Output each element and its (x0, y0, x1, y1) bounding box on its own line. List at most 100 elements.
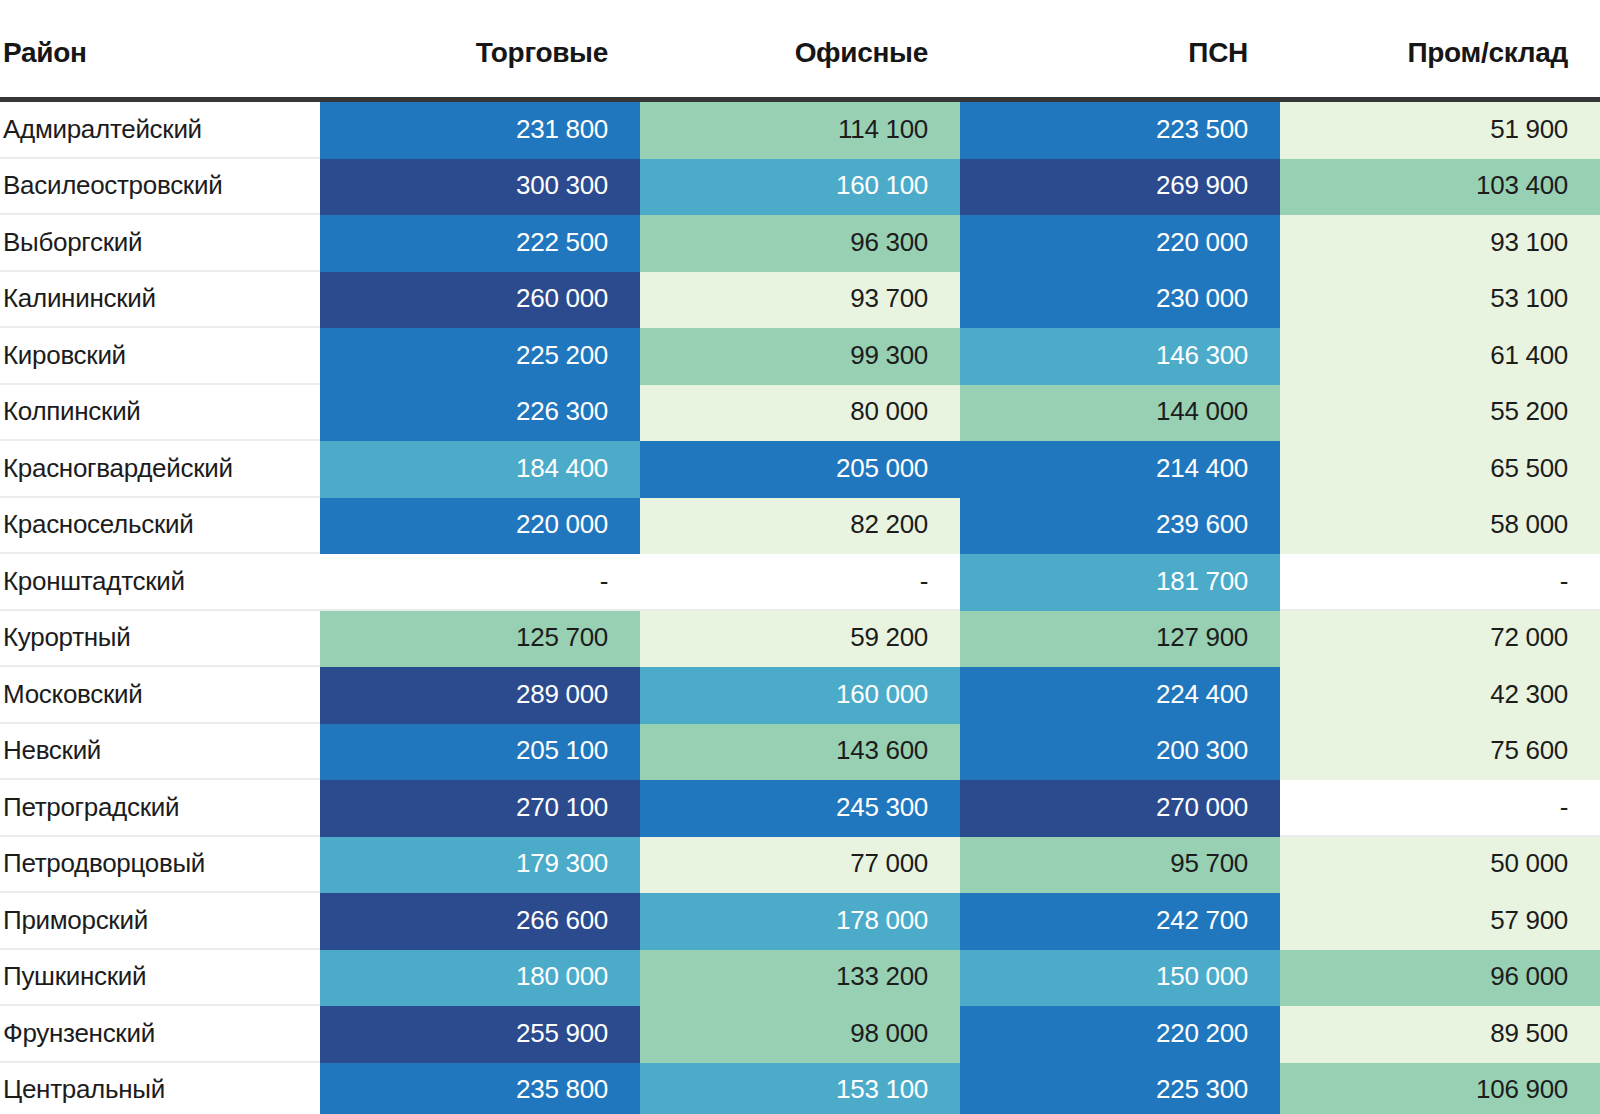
table-row: Колпинский226 30080 000144 00055 200 (0, 384, 1600, 441)
price-value-cell: 270 100 (320, 779, 640, 836)
price-value-cell: 220 000 (960, 214, 1280, 271)
price-value-cell: 224 400 (960, 666, 1280, 723)
price-value-cell: 95 700 (960, 836, 1280, 893)
district-name-cell: Колпинский (0, 384, 320, 441)
price-value-cell: 75 600 (1280, 723, 1600, 780)
price-value-cell: 96 300 (640, 214, 960, 271)
price-value-cell: 178 000 (640, 892, 960, 949)
price-value-cell: 53 100 (1280, 271, 1600, 328)
price-value-cell: 93 100 (1280, 214, 1600, 271)
header-retail: Торговые (320, 0, 640, 100)
price-value-cell: 77 000 (640, 836, 960, 893)
header-industrial-warehouse: Пром/склад (1280, 0, 1600, 100)
table-row: Красногвардейский184 400205 000214 40065… (0, 440, 1600, 497)
district-name-cell: Курортный (0, 610, 320, 667)
price-value-cell: 93 700 (640, 271, 960, 328)
table-row: Калининский260 00093 700230 00053 100 (0, 271, 1600, 328)
table-row: Василеостровский300 300160 100269 900103… (0, 158, 1600, 215)
price-value-cell: 143 600 (640, 723, 960, 780)
price-value-cell: - (1280, 779, 1600, 836)
price-value-cell: 72 000 (1280, 610, 1600, 667)
table-row: Пушкинский180 000133 200150 00096 000 (0, 949, 1600, 1006)
district-name-cell: Калининский (0, 271, 320, 328)
price-value-cell: 160 000 (640, 666, 960, 723)
price-value-cell: 59 200 (640, 610, 960, 667)
price-value-cell: 125 700 (320, 610, 640, 667)
price-value-cell: 245 300 (640, 779, 960, 836)
price-value-cell: 96 000 (1280, 949, 1600, 1006)
price-value-cell: 114 100 (640, 100, 960, 158)
price-value-cell: 180 000 (320, 949, 640, 1006)
price-value-cell: 133 200 (640, 949, 960, 1006)
price-value-cell: - (320, 553, 640, 610)
price-value-cell: 200 300 (960, 723, 1280, 780)
price-value-cell: 225 200 (320, 327, 640, 384)
price-value-cell: 231 800 (320, 100, 640, 158)
price-value-cell: 220 000 (320, 497, 640, 554)
table-row: Невский205 100143 600200 30075 600 (0, 723, 1600, 780)
price-value-cell: 99 300 (640, 327, 960, 384)
price-value-cell: 226 300 (320, 384, 640, 441)
price-value-cell: 242 700 (960, 892, 1280, 949)
district-price-heatmap-table: Район Торговые Офисные ПСН Пром/склад Ад… (0, 0, 1600, 1114)
price-value-cell: 223 500 (960, 100, 1280, 158)
price-value-cell: 230 000 (960, 271, 1280, 328)
price-value-cell: 220 200 (960, 1005, 1280, 1062)
district-name-cell: Московский (0, 666, 320, 723)
price-value-cell: 239 600 (960, 497, 1280, 554)
price-value-cell: - (1280, 553, 1600, 610)
price-value-cell: 160 100 (640, 158, 960, 215)
district-name-cell: Красногвардейский (0, 440, 320, 497)
price-value-cell: 50 000 (1280, 836, 1600, 893)
price-value-cell: 61 400 (1280, 327, 1600, 384)
table-row: Адмиралтейский231 800114 100223 50051 90… (0, 100, 1600, 158)
table-row: Кировский225 20099 300146 30061 400 (0, 327, 1600, 384)
price-value-cell: 235 800 (320, 1062, 640, 1114)
table-row: Приморский266 600178 000242 70057 900 (0, 892, 1600, 949)
table-row: Петродворцовый179 30077 00095 70050 000 (0, 836, 1600, 893)
price-value-cell: 205 000 (640, 440, 960, 497)
price-value-cell: 82 200 (640, 497, 960, 554)
table-row: Фрунзенский255 90098 000220 20089 500 (0, 1005, 1600, 1062)
price-value-cell: 289 000 (320, 666, 640, 723)
price-value-cell: 57 900 (1280, 892, 1600, 949)
price-value-cell: 65 500 (1280, 440, 1600, 497)
district-name-cell: Невский (0, 723, 320, 780)
table-row: Центральный235 800153 100225 300106 900 (0, 1062, 1600, 1114)
table-row: Выборгский222 50096 300220 00093 100 (0, 214, 1600, 271)
district-name-cell: Приморский (0, 892, 320, 949)
price-value-cell: 144 000 (960, 384, 1280, 441)
header-office: Офисные (640, 0, 960, 100)
price-value-cell: 58 000 (1280, 497, 1600, 554)
price-value-cell: 153 100 (640, 1062, 960, 1114)
district-name-cell: Адмиралтейский (0, 100, 320, 158)
price-value-cell: 181 700 (960, 553, 1280, 610)
table-row: Красносельский220 00082 200239 60058 000 (0, 497, 1600, 554)
price-value-cell: 146 300 (960, 327, 1280, 384)
table-row: Московский289 000160 000224 40042 300 (0, 666, 1600, 723)
price-value-cell: 103 400 (1280, 158, 1600, 215)
table-row: Кронштадтский--181 700- (0, 553, 1600, 610)
header-psn: ПСН (960, 0, 1280, 100)
table-row: Петроградский270 100245 300270 000- (0, 779, 1600, 836)
district-name-cell: Василеостровский (0, 158, 320, 215)
district-name-cell: Центральный (0, 1062, 320, 1114)
price-value-cell: 255 900 (320, 1005, 640, 1062)
price-value-cell: 260 000 (320, 271, 640, 328)
district-name-cell: Петродворцовый (0, 836, 320, 893)
district-name-cell: Выборгский (0, 214, 320, 271)
price-value-cell: 42 300 (1280, 666, 1600, 723)
district-name-cell: Фрунзенский (0, 1005, 320, 1062)
table-body: Адмиралтейский231 800114 100223 50051 90… (0, 100, 1600, 1114)
price-value-cell: 80 000 (640, 384, 960, 441)
price-value-cell: - (640, 553, 960, 610)
price-value-cell: 98 000 (640, 1005, 960, 1062)
price-value-cell: 266 600 (320, 892, 640, 949)
district-name-cell: Красносельский (0, 497, 320, 554)
price-value-cell: 214 400 (960, 440, 1280, 497)
price-value-cell: 270 000 (960, 779, 1280, 836)
price-value-cell: 300 300 (320, 158, 640, 215)
price-value-cell: 222 500 (320, 214, 640, 271)
district-name-cell: Кировский (0, 327, 320, 384)
district-name-cell: Кронштадтский (0, 553, 320, 610)
